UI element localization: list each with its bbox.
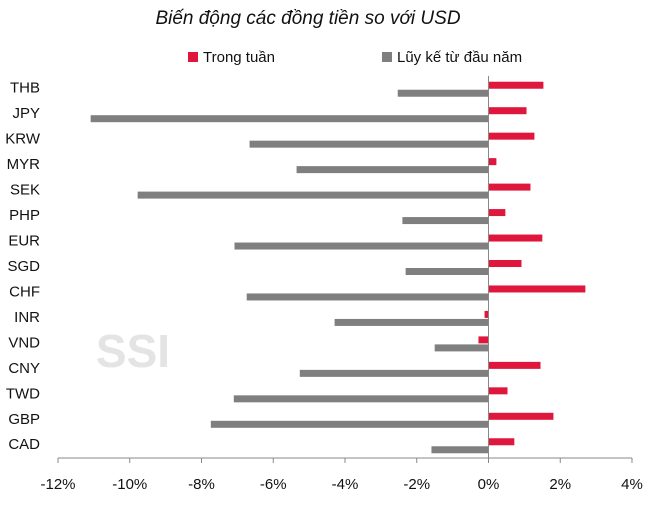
bar — [488, 107, 527, 115]
bar — [296, 166, 489, 174]
x-tick-label: 4% — [621, 476, 643, 493]
x-tick-label: 2% — [549, 476, 571, 493]
bar — [488, 412, 554, 420]
bar — [488, 285, 586, 293]
bar — [90, 115, 489, 123]
y-tick-label: CHF — [9, 283, 40, 300]
legend-swatch — [188, 52, 198, 62]
y-tick-label: INR — [14, 309, 40, 326]
bar — [488, 209, 506, 217]
bar — [249, 140, 489, 148]
y-tick-label: KRW — [5, 131, 41, 148]
x-tick-label: -6% — [260, 476, 287, 493]
y-tick-label: JPY — [12, 105, 40, 122]
bar — [431, 446, 489, 454]
bar — [246, 293, 489, 301]
x-tick-label: 0% — [478, 476, 500, 493]
x-tick-label: -8% — [188, 476, 215, 493]
y-tick-label: MYR — [7, 156, 41, 173]
bar — [488, 260, 522, 267]
chart-title: Biến động các đồng tiền so với USD — [155, 8, 460, 29]
bar — [210, 420, 489, 428]
y-tick-label: GBP — [8, 411, 40, 428]
legend-label: Lũy kế từ đầu năm — [397, 49, 522, 66]
bar — [488, 132, 535, 140]
bar — [234, 242, 489, 250]
y-tick-label: CNY — [8, 360, 40, 377]
bar — [299, 369, 489, 377]
x-tick-label: -12% — [40, 476, 75, 493]
bar — [402, 217, 489, 225]
y-tick-label: SGD — [7, 258, 40, 275]
legend-label: Trong tuần — [203, 49, 275, 66]
y-tick-label: SEK — [10, 182, 40, 199]
bar — [488, 387, 508, 395]
watermark: SSI — [96, 325, 170, 377]
y-tick-label: VND — [8, 334, 40, 351]
y-tick-label: PHP — [9, 207, 40, 224]
bar — [405, 268, 489, 275]
bar — [233, 395, 489, 403]
x-tick-label: -2% — [403, 476, 430, 493]
bar — [488, 234, 543, 242]
bar — [488, 183, 531, 191]
y-tick-label: THB — [10, 80, 40, 97]
y-tick-label: EUR — [8, 233, 40, 250]
bar — [488, 81, 544, 89]
bar — [488, 438, 515, 446]
bar — [488, 158, 497, 166]
bar — [397, 89, 489, 97]
x-tick-label: -10% — [112, 476, 147, 493]
y-tick-label: CAD — [8, 436, 40, 453]
bar — [478, 336, 489, 344]
bar — [488, 361, 541, 369]
bar — [484, 310, 489, 318]
legend-swatch — [382, 52, 392, 62]
x-tick-label: -4% — [332, 476, 359, 493]
bar — [434, 344, 489, 352]
bar — [334, 318, 489, 326]
y-tick-label: TWD — [6, 385, 40, 402]
bar — [137, 191, 489, 199]
